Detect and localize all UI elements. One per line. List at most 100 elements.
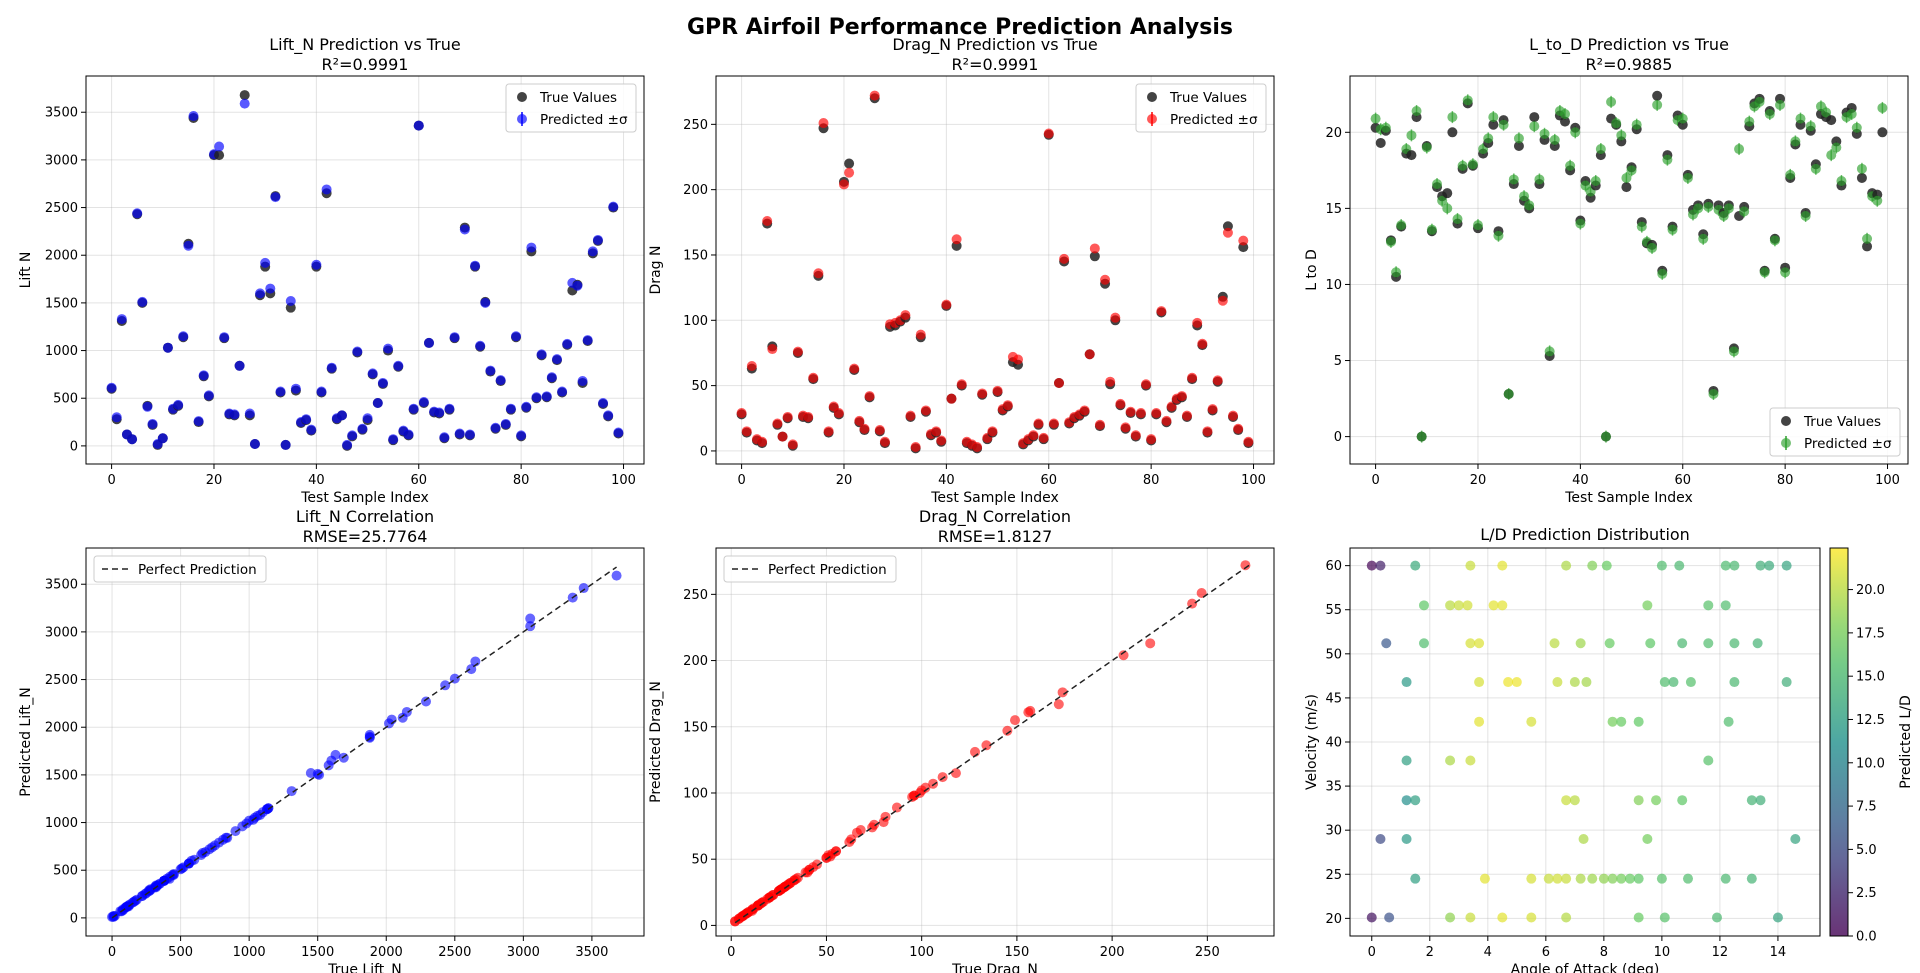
predicted-point — [1570, 127, 1581, 138]
predicted-point — [1856, 163, 1867, 174]
distribution-point — [1543, 873, 1554, 884]
predicted-point — [1033, 418, 1044, 429]
true-point — [1442, 188, 1453, 199]
correlation-point — [124, 899, 135, 910]
predicted-point — [864, 391, 875, 402]
distribution-point — [1781, 677, 1792, 688]
y-tick-label: 15 — [1325, 202, 1342, 217]
correlation-point — [950, 768, 961, 779]
predicted-point — [1862, 233, 1873, 244]
correlation-point — [909, 790, 920, 801]
correlation-point — [844, 836, 855, 847]
legend-true-label: True Values — [1803, 414, 1881, 430]
distribution-point — [1552, 677, 1563, 688]
distribution-point — [1656, 560, 1667, 571]
y-tick-label: 3500 — [45, 106, 78, 121]
predicted-point — [1416, 431, 1427, 442]
predicted-point — [1744, 116, 1755, 127]
correlation-point — [1118, 650, 1129, 661]
x-tick-label: 150 — [1004, 945, 1029, 960]
correlation-point — [230, 826, 241, 837]
correlation-point — [928, 778, 939, 789]
predicted-point — [854, 415, 865, 426]
predicted-point — [1595, 144, 1606, 155]
data-marks — [106, 90, 624, 451]
distribution-point — [1772, 912, 1783, 923]
distribution-point — [1607, 716, 1618, 727]
predicted-point — [977, 388, 988, 399]
predicted-point — [1626, 165, 1637, 176]
true-point — [214, 150, 225, 161]
distribution-point — [1616, 873, 1627, 884]
predicted-point — [1437, 195, 1448, 206]
predicted-point — [347, 430, 358, 441]
perfect-prediction-line — [111, 566, 618, 919]
correlation-point — [421, 696, 432, 707]
y-tick-label: 60 — [1325, 559, 1342, 574]
distribution-point — [1712, 912, 1723, 923]
y-axis-label: Drag N — [648, 246, 664, 295]
predicted-point — [1739, 206, 1750, 217]
predicted-point — [920, 405, 931, 416]
distribution-point — [1746, 873, 1757, 884]
distribution-point — [1569, 795, 1580, 806]
true-point — [1529, 112, 1540, 123]
colorbar-tick-label: 5.0 — [1856, 843, 1877, 858]
predicted-point — [536, 349, 547, 360]
true-point — [1652, 90, 1663, 101]
predicted-point — [1728, 346, 1739, 357]
predicted-point — [1565, 160, 1576, 171]
distribution-point — [1503, 677, 1514, 688]
predicted-point — [1534, 174, 1545, 185]
predicted-point — [879, 436, 890, 447]
predicted-point — [1652, 99, 1663, 110]
predicted-point — [577, 376, 588, 387]
predicted-point — [792, 346, 803, 357]
distribution-point — [1645, 638, 1656, 649]
predicted-point — [818, 118, 829, 129]
correlation-point — [937, 772, 948, 783]
predicted-point — [1202, 426, 1213, 437]
distribution-point — [1642, 600, 1653, 611]
predicted-point — [127, 434, 138, 445]
x-tick-label: 2000 — [370, 945, 403, 960]
predicted-point — [178, 331, 189, 342]
predicted-point — [1406, 130, 1417, 141]
distribution-point — [1723, 716, 1734, 727]
x-tick-label: 40 — [1572, 473, 1589, 488]
predicted-point — [116, 314, 127, 325]
panel-title: L/D Prediction Distribution — [1480, 525, 1690, 544]
predicted-point — [249, 438, 260, 449]
predicted-point — [1826, 150, 1837, 161]
predicted-point — [1524, 200, 1535, 211]
correlation-point — [811, 859, 822, 870]
panel-subtitle: RMSE=25.7764 — [303, 527, 428, 546]
predicted-point — [1529, 121, 1540, 132]
distribution-point — [1677, 795, 1688, 806]
x-tick-label: 100 — [1241, 473, 1266, 488]
distribution-point — [1659, 677, 1670, 688]
correlation-point — [1009, 715, 1020, 726]
distribution-point — [1488, 600, 1499, 611]
predicted-point — [1483, 133, 1494, 144]
panel-subtitle: R²=0.9991 — [952, 55, 1039, 74]
predicted-point — [1176, 391, 1187, 402]
x-tick-label: 2500 — [438, 945, 471, 960]
predicted-point — [1488, 112, 1499, 123]
panel-subtitle: R²=0.9991 — [322, 55, 409, 74]
colorbar — [1829, 547, 1849, 937]
true-point — [1560, 116, 1571, 127]
predicted-point — [367, 368, 378, 379]
predicted-point — [1503, 389, 1514, 400]
predicted-point — [808, 372, 819, 383]
predicted-point — [229, 409, 240, 420]
x-tick-label: 0 — [737, 473, 745, 488]
predicted-point — [1636, 221, 1647, 232]
data-marks — [1366, 560, 1801, 923]
y-tick-label: 250 — [683, 588, 708, 603]
predicted-point — [1370, 113, 1381, 124]
legend-true-label: True Values — [539, 90, 617, 106]
y-tick-label: 20 — [1325, 912, 1342, 927]
predicted-point — [1207, 404, 1218, 415]
